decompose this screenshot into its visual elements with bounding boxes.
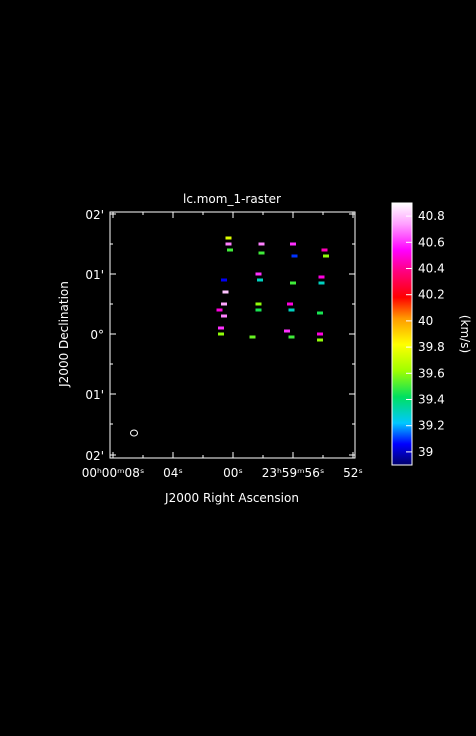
x-axis-label: J2000 Right Ascension [164,491,299,505]
y-tick-label: 02' [85,449,104,463]
plot-title: lc.mom_1-raster [183,192,281,206]
data-pixel [288,335,295,339]
data-pixel [321,248,328,252]
data-pixel [317,332,323,336]
data-pixel [216,308,223,312]
data-pixel [291,254,298,258]
y-axis-label: J2000 Declination [57,281,71,388]
x-tick-label: 00ˢ [223,466,243,480]
data-pixel [318,275,325,279]
data-pixel [290,242,296,246]
data-pixel [323,254,329,258]
data-pixel [317,311,323,315]
x-tick-label: 23ʰ59ᵐ56ˢ [262,466,325,480]
data-pixel [284,329,290,333]
colorbar-tick-label: 40 [418,314,433,328]
colorbar-tick-label: 39.6 [418,366,445,380]
y-tick-label: 01' [85,268,104,282]
data-pixel [249,335,256,339]
colorbar-tick-label: 40.2 [418,288,445,302]
data-pixel [257,278,263,282]
y-tick-label: 02' [85,208,104,222]
data-pixel [225,236,232,240]
colorbar-tick-label: 40.8 [418,209,445,223]
x-tick-label: 00ʰ00ᵐ08ˢ [82,466,145,480]
data-pixel [287,302,293,306]
data-pixel [288,308,295,312]
data-pixel [227,248,233,252]
colorbar-tick-label: 39 [418,445,433,459]
data-pixel [255,302,262,306]
beam-ellipse [130,429,138,437]
data-pixel [221,302,227,306]
data-pixel [221,278,227,282]
colorbar-tick-label: 40.6 [418,235,445,249]
colorbar-tick-label: 39.4 [418,393,445,407]
axis-ticks [110,212,355,458]
colorbar-label: (km/s) [458,315,472,353]
data-pixel [290,281,296,285]
data-pixel [258,251,265,255]
data-pixel [225,242,232,246]
colorbar-ticks: 40.8 40.6 40.4 40.2 40 39.8 39.6 39.4 39.2 39 [406,209,445,459]
moment-pixels [216,236,329,342]
data-pixel [317,338,323,342]
colorbar-tick-label: 40.4 [418,262,445,276]
data-pixel [221,314,227,318]
data-pixel [218,326,224,330]
data-pixel [218,332,224,336]
data-pixel [258,242,265,246]
data-pixel [318,281,325,285]
y-tick-label: 0° [90,328,104,342]
data-pixel [222,290,229,294]
data-pixel [255,308,262,312]
x-tick-label: 52ˢ [343,466,363,480]
x-tick-label: 04ˢ [163,466,183,480]
data-pixel [255,272,262,276]
y-tick-label: 01' [85,388,104,402]
colorbar-tick-label: 39.8 [418,340,445,354]
colorbar-tick-label: 39.2 [418,419,445,433]
